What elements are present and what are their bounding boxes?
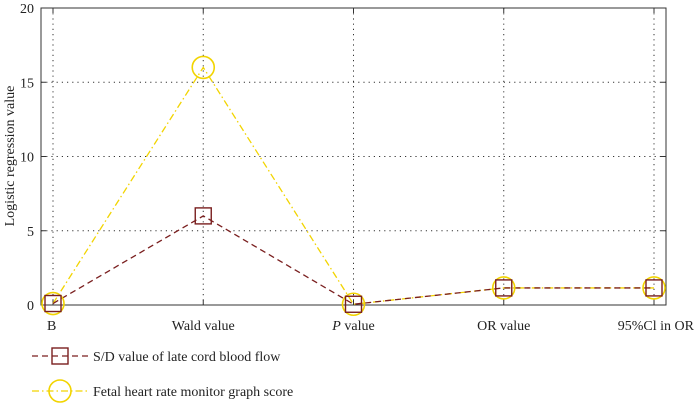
x-tick-label: P value bbox=[331, 319, 374, 334]
data-point-1 bbox=[495, 279, 513, 297]
data-point-2 bbox=[642, 276, 666, 300]
data-point-2 bbox=[191, 55, 216, 80]
grid-layer bbox=[41, 8, 666, 305]
x-tick-label-rest-part: value bbox=[341, 319, 375, 334]
data-point-2 bbox=[41, 291, 65, 316]
series-layer bbox=[41, 55, 666, 317]
y-tick-label: 5 bbox=[27, 225, 34, 240]
y-tick-label: 10 bbox=[20, 151, 34, 166]
data-point-2 bbox=[491, 276, 516, 300]
legend-label-1: S/D value of late cord blood flow bbox=[93, 350, 281, 365]
legend-label-2: Fetal heart rate monitor graph score bbox=[93, 385, 293, 400]
data-point-2 bbox=[341, 292, 366, 317]
x-tick-label: Wald value bbox=[172, 319, 235, 334]
data-point-1 bbox=[645, 279, 663, 297]
series-line-1 bbox=[52, 215, 654, 305]
x-tick-label: 95%Cl in OR bbox=[618, 319, 695, 334]
tick-layer: 0 5 10 15 20 B Wald value P value OR value 95%Cl … bbox=[20, 2, 695, 334]
y-axis-title: Logistic regression value bbox=[3, 86, 18, 227]
y-tick-label: 20 bbox=[20, 2, 34, 17]
data-point-1 bbox=[44, 294, 62, 313]
legend: S/D value of late cord blood flow Fetal h… bbox=[32, 347, 293, 403]
x-tick-label: B bbox=[47, 319, 56, 334]
y-tick-label: 0 bbox=[27, 299, 34, 314]
x-tick-label: OR value bbox=[477, 319, 530, 334]
legend-marker-1 bbox=[51, 347, 69, 365]
y-tick-label: 15 bbox=[20, 76, 34, 91]
x-tick-label-italic-part: P bbox=[331, 319, 341, 334]
legend-marker-2 bbox=[48, 379, 72, 403]
data-point-1 bbox=[194, 207, 212, 225]
data-point-1 bbox=[344, 295, 363, 313]
